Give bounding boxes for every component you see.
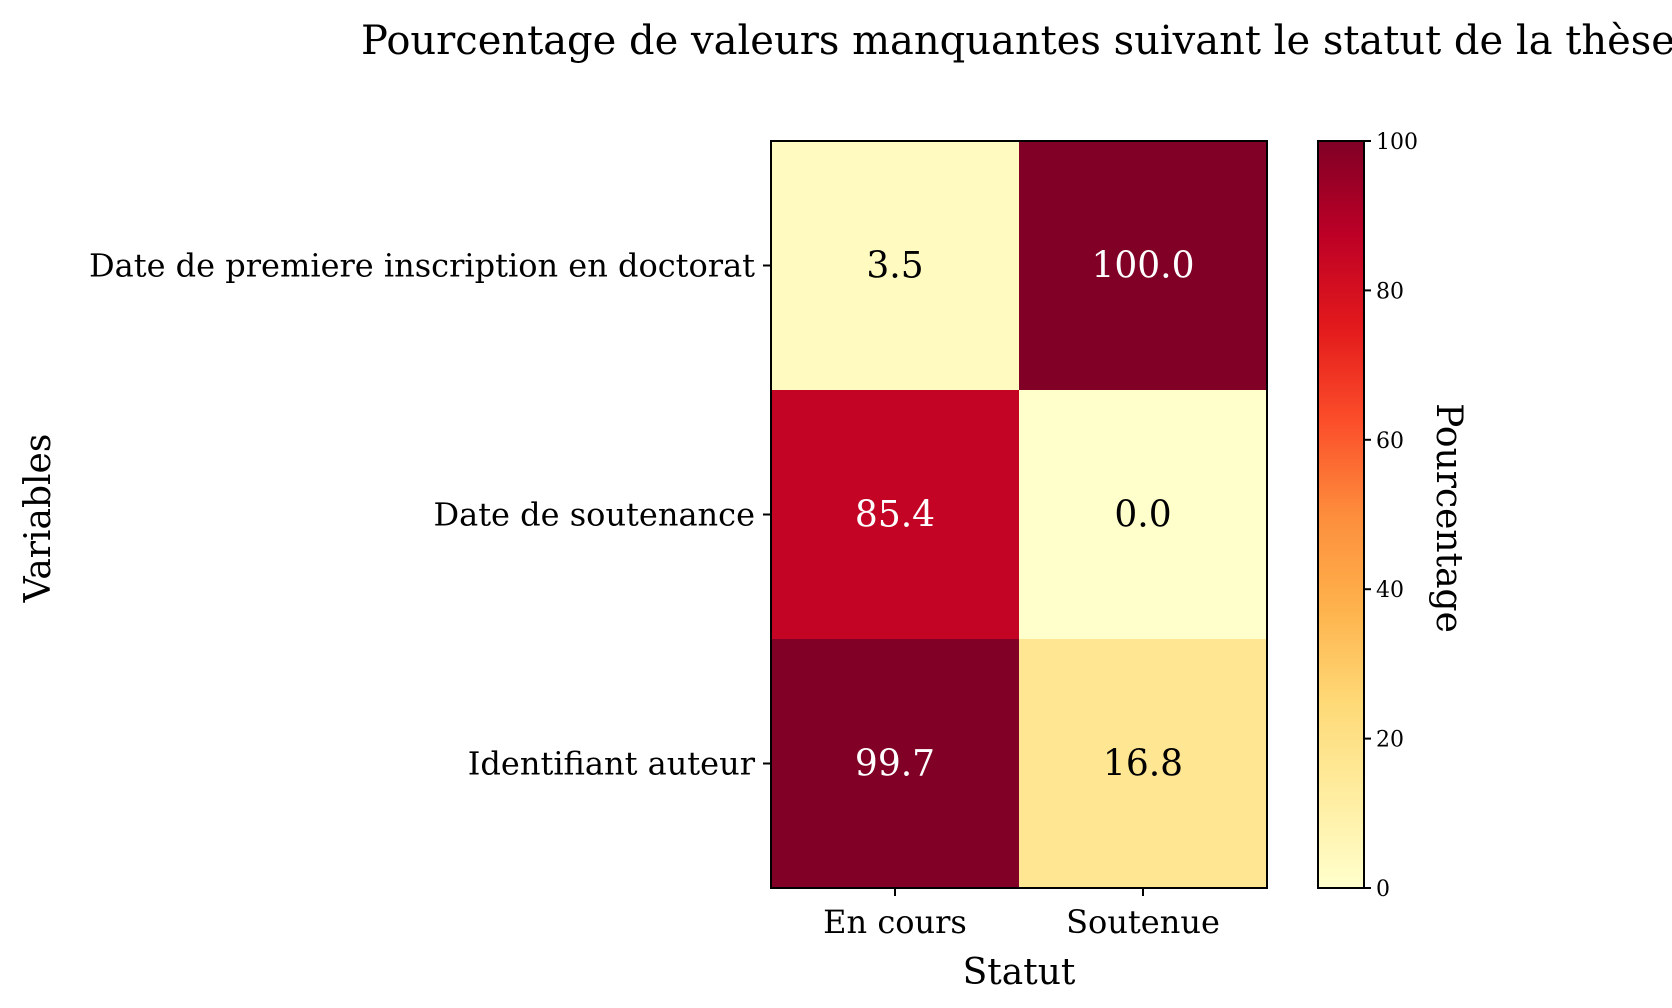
colorbar-tick-label: 40 xyxy=(1376,578,1404,603)
colorbar-tick-label: 80 xyxy=(1376,279,1404,304)
heatmap-cell xyxy=(1019,141,1268,391)
heatmap-cell xyxy=(771,639,1020,889)
y-axis: Date de premiere inscription en doctorat… xyxy=(89,247,771,783)
colorbar-label: Pourcentage xyxy=(1428,403,1469,633)
heatmap-cell-label: 3.5 xyxy=(866,246,923,287)
heatmap-cell-label: 85.4 xyxy=(855,495,935,536)
colorbar-tick-label: 60 xyxy=(1376,429,1404,454)
heatmap-cell-label: 100.0 xyxy=(1091,246,1194,287)
heatmap-cell xyxy=(1019,390,1268,640)
x-axis-label: Statut xyxy=(963,952,1076,993)
heatmap-cell xyxy=(771,141,1020,391)
heatmap-cell-label: 0.0 xyxy=(1114,495,1171,536)
x-tick-label: Soutenue xyxy=(1066,903,1220,941)
colorbar-tick-label: 20 xyxy=(1376,728,1404,753)
heatmap-cell-label: 99.7 xyxy=(855,744,935,785)
colorbar xyxy=(1317,140,1365,889)
colorbar-tick-label: 100 xyxy=(1376,130,1418,155)
colorbar-tick-label: 0 xyxy=(1376,877,1390,902)
heatmap-cell-label: 16.8 xyxy=(1103,744,1183,785)
colorbar-ticks: 0 20 40 60 80 100 xyxy=(1364,130,1418,902)
x-axis: En cours Soutenue xyxy=(823,888,1220,941)
y-tick-label: Date de soutenance xyxy=(433,496,755,534)
heatmap-cells xyxy=(771,141,1268,889)
x-tick-label: En cours xyxy=(823,903,967,941)
y-axis-label: Variables xyxy=(18,434,59,604)
y-tick-label: Date de premiere inscription en doctorat xyxy=(89,247,755,285)
chart-title: Pourcentage de valeurs manquantes suivan… xyxy=(361,18,1672,64)
y-tick-label: Identifiant auteur xyxy=(468,745,756,783)
heatmap-cell-labels: 3.5 100.0 85.4 0.0 99.7 16.8 xyxy=(855,246,1195,785)
heatmap-cell xyxy=(1019,639,1268,889)
heatmap-cell xyxy=(771,390,1020,640)
